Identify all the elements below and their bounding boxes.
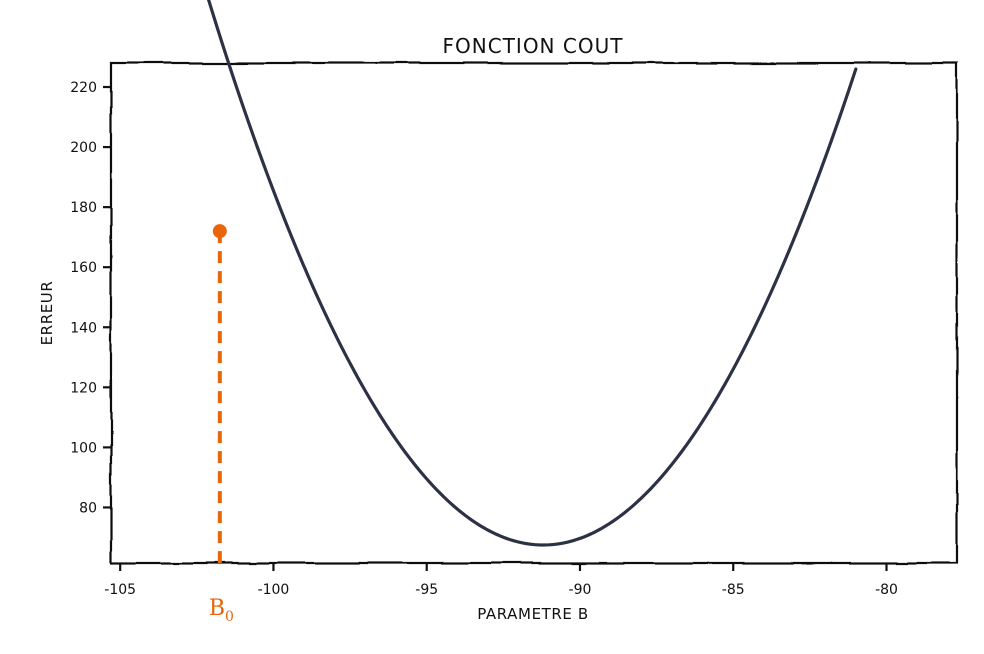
y-tick-label: 220 (70, 80, 97, 96)
x-tick-label: -100 (258, 582, 290, 598)
plot-border (109, 61, 959, 565)
y-tick-label: 140 (70, 320, 97, 336)
chart-title: FONCTION COUT (443, 34, 624, 58)
y-tick-label: 160 (70, 260, 97, 276)
y-tick-label: 120 (70, 380, 97, 396)
x-tick-label: -85 (722, 582, 745, 598)
y-axis-label: ERREUR (38, 281, 56, 346)
y-tick-label: 100 (70, 440, 97, 456)
b0-label-main: B (209, 596, 225, 621)
b0-label-subscript: 0 (225, 609, 234, 625)
x-tick-label: -80 (875, 582, 898, 598)
x-axis-label: PARAMETRE B (477, 605, 589, 623)
y-tick-label: 200 (70, 140, 97, 156)
x-axis: -105 -100 -95 -90 -85 -80 (104, 563, 898, 598)
x-tick-label: -90 (569, 582, 592, 598)
x-tick-label: -95 (415, 582, 438, 598)
b0-label: B0 (209, 596, 234, 625)
x-tick-label: -105 (104, 582, 136, 598)
y-axis: 80 100 120 140 160 180 200 220 (70, 80, 111, 516)
cost-curve-line (206, 0, 858, 547)
plot-frame (109, 61, 959, 565)
b0-point (212, 224, 227, 239)
y-tick-label: 80 (79, 500, 97, 516)
y-tick-label: 180 (70, 200, 97, 216)
